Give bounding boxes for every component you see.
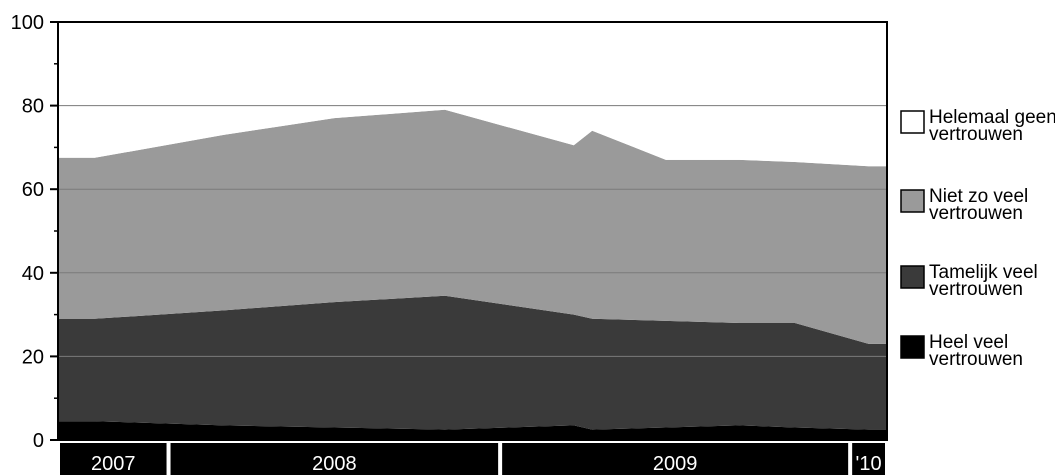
legend-swatch: [900, 110, 925, 134]
year-band-segment: [852, 443, 885, 475]
legend-label: Niet zo veel: [929, 186, 1028, 207]
y-tick-label-0: 0: [33, 430, 44, 452]
area-series-1: [58, 295, 887, 430]
year-label: 2007: [91, 453, 136, 475]
legend-label: vertrouwen: [929, 124, 1023, 145]
legend-label: vertrouwen: [929, 349, 1023, 370]
gridlines: [58, 105, 887, 357]
y-tick-label-60: 60: [22, 179, 44, 201]
y-tick-label-20: 20: [22, 346, 44, 368]
year-label: 2009: [653, 453, 698, 475]
area-series-2: [58, 109, 887, 344]
legend-swatch: [900, 189, 925, 213]
area-series-0: [58, 421, 887, 440]
legend-label: Helemaal geen: [929, 107, 1055, 128]
year-label: '10: [856, 453, 882, 475]
area-series-3: [58, 22, 887, 167]
year-label: 2008: [312, 453, 357, 475]
x-axis-year-band: 2007 2008 2009 '10: [60, 435, 885, 475]
year-band-segment: [170, 443, 499, 475]
legend-label: vertrouwen: [929, 279, 1023, 300]
legend-label: Heel veel: [929, 332, 1008, 353]
y-tick-label-40: 40: [22, 263, 44, 285]
legend-label: Tamelijk veel: [929, 262, 1038, 283]
legend-swatch: [900, 335, 925, 359]
y-tick-label-80: 80: [22, 96, 44, 118]
y-tick-label-100: 100: [11, 12, 44, 34]
legend-label: vertrouwen: [929, 203, 1023, 224]
legend-swatch: [900, 265, 925, 289]
year-band-segment: [502, 443, 849, 475]
year-band-segment: [60, 443, 167, 475]
y-axis: 0 20 40 60 80 100: [11, 12, 58, 452]
area-series-group: [58, 22, 887, 440]
